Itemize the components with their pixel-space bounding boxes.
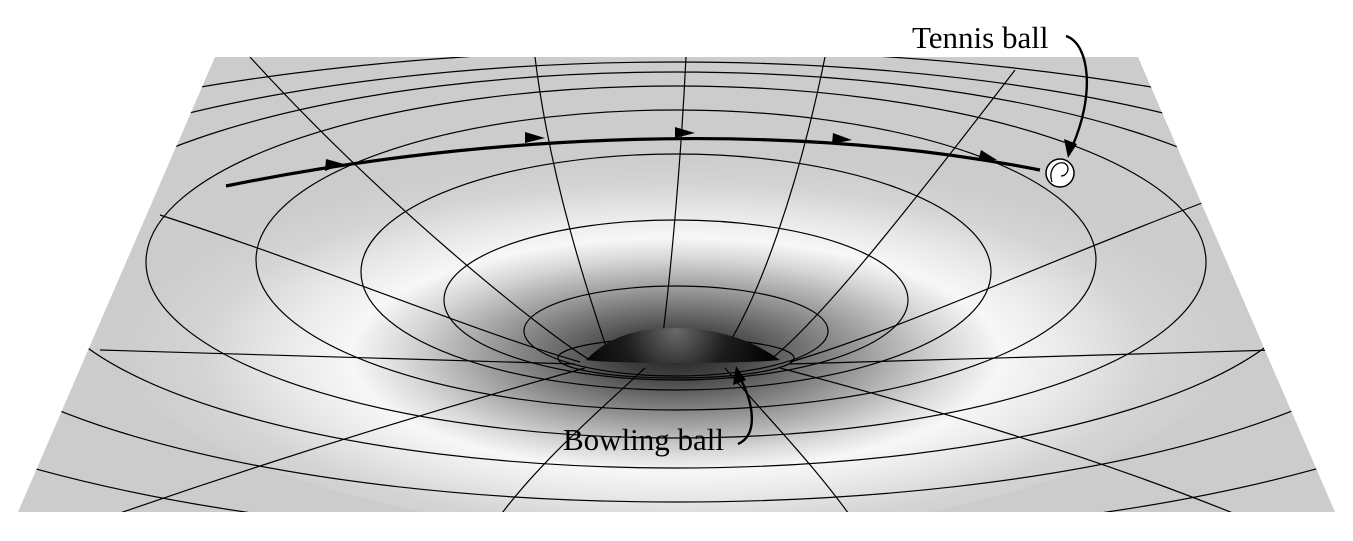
- bowling-ball-arrowhead: [733, 366, 746, 385]
- bowling-ball: [586, 328, 780, 363]
- bowling-ball-label: Bowling ball: [563, 422, 724, 457]
- tennis-ball-arrowhead: [1064, 139, 1077, 158]
- tennis-ball: [1045, 158, 1075, 188]
- tennis-ball-pointer-arrow: [1065, 34, 1089, 148]
- trajectory-arrowheads: [325, 127, 997, 171]
- tennis-ball-label: Tennis ball: [912, 20, 1048, 55]
- grid-radials: [99, 57, 1276, 512]
- bowling-ball-pointer-arrow: [737, 377, 753, 446]
